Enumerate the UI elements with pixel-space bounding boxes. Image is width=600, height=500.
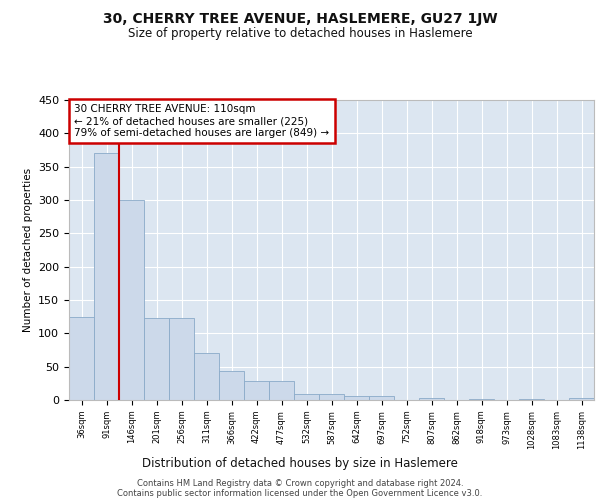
Text: 30, CHERRY TREE AVENUE, HASLEMERE, GU27 1JW: 30, CHERRY TREE AVENUE, HASLEMERE, GU27 … [103,12,497,26]
Bar [519,398,544,400]
Text: Contains HM Land Registry data © Crown copyright and database right 2024.: Contains HM Land Registry data © Crown c… [137,479,463,488]
Bar [369,396,394,400]
Bar [294,394,319,400]
Text: Size of property relative to detached houses in Haslemere: Size of property relative to detached ho… [128,28,472,40]
Bar [144,318,169,400]
Text: 30 CHERRY TREE AVENUE: 110sqm
← 21% of detached houses are smaller (225)
79% of : 30 CHERRY TREE AVENUE: 110sqm ← 21% of d… [74,104,329,138]
Bar [94,154,119,400]
Bar [194,354,219,400]
Bar [69,316,94,400]
Bar [169,318,194,400]
Bar [419,398,444,400]
Bar [344,396,369,400]
Bar [569,398,594,400]
Bar [244,380,269,400]
Bar [219,372,244,400]
Bar [469,398,494,400]
Bar [119,200,144,400]
Text: Contains public sector information licensed under the Open Government Licence v3: Contains public sector information licen… [118,489,482,498]
Bar [269,380,294,400]
Y-axis label: Number of detached properties: Number of detached properties [23,168,32,332]
Text: Distribution of detached houses by size in Haslemere: Distribution of detached houses by size … [142,458,458,470]
Bar [319,394,344,400]
